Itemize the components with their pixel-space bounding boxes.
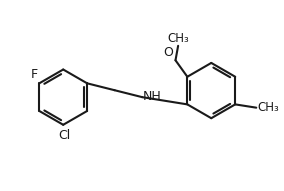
Text: NH: NH xyxy=(143,90,162,103)
Text: O: O xyxy=(163,46,173,59)
Text: Cl: Cl xyxy=(59,129,71,142)
Text: CH₃: CH₃ xyxy=(167,32,189,45)
Text: F: F xyxy=(31,68,38,81)
Text: CH₃: CH₃ xyxy=(258,101,279,114)
